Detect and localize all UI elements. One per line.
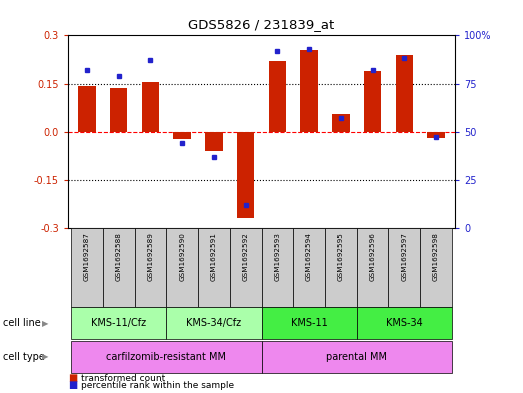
Bar: [205, 132, 223, 151]
Text: percentile rank within the sample: percentile rank within the sample: [81, 381, 234, 390]
Bar: [427, 132, 445, 138]
Text: GSM1692596: GSM1692596: [370, 232, 376, 281]
Text: KMS-11: KMS-11: [291, 318, 327, 328]
Text: GSM1692590: GSM1692590: [179, 232, 185, 281]
Text: cell line: cell line: [3, 318, 40, 328]
Text: GSM1692598: GSM1692598: [433, 232, 439, 281]
Bar: [166, 307, 262, 339]
Bar: [166, 228, 198, 307]
Bar: [389, 228, 420, 307]
Bar: [332, 114, 349, 132]
Bar: [71, 307, 166, 339]
Bar: [262, 307, 357, 339]
Bar: [325, 228, 357, 307]
Bar: [142, 82, 159, 132]
Bar: [300, 50, 318, 132]
Text: ■: ■: [68, 373, 77, 383]
Bar: [237, 132, 254, 219]
Bar: [71, 228, 103, 307]
Bar: [420, 228, 452, 307]
Text: ▶: ▶: [42, 319, 49, 328]
Text: GSM1692587: GSM1692587: [84, 232, 90, 281]
Bar: [198, 228, 230, 307]
Text: GSM1692593: GSM1692593: [275, 232, 280, 281]
Text: cell type: cell type: [3, 352, 44, 362]
Bar: [293, 228, 325, 307]
Text: KMS-11/Cfz: KMS-11/Cfz: [91, 318, 146, 328]
Bar: [103, 228, 134, 307]
Text: GSM1692597: GSM1692597: [401, 232, 407, 281]
Bar: [395, 55, 413, 132]
Bar: [110, 88, 128, 132]
Text: GDS5826 / 231839_at: GDS5826 / 231839_at: [188, 18, 335, 31]
Bar: [78, 86, 96, 132]
Text: transformed count: transformed count: [81, 374, 165, 383]
Bar: [174, 132, 191, 139]
Bar: [230, 228, 262, 307]
Bar: [364, 71, 381, 132]
Bar: [269, 61, 286, 132]
Bar: [262, 341, 452, 373]
Text: KMS-34: KMS-34: [386, 318, 423, 328]
Text: GSM1692591: GSM1692591: [211, 232, 217, 281]
Text: ■: ■: [68, 380, 77, 390]
Bar: [71, 341, 262, 373]
Text: GSM1692588: GSM1692588: [116, 232, 122, 281]
Text: ▶: ▶: [42, 352, 49, 361]
Bar: [357, 228, 389, 307]
Bar: [357, 307, 452, 339]
Text: GSM1692595: GSM1692595: [338, 232, 344, 281]
Text: carfilzomib-resistant MM: carfilzomib-resistant MM: [106, 352, 226, 362]
Bar: [262, 228, 293, 307]
Text: GSM1692592: GSM1692592: [243, 232, 248, 281]
Text: parental MM: parental MM: [326, 352, 387, 362]
Text: GSM1692589: GSM1692589: [147, 232, 153, 281]
Bar: [134, 228, 166, 307]
Text: GSM1692594: GSM1692594: [306, 232, 312, 281]
Text: KMS-34/Cfz: KMS-34/Cfz: [186, 318, 242, 328]
